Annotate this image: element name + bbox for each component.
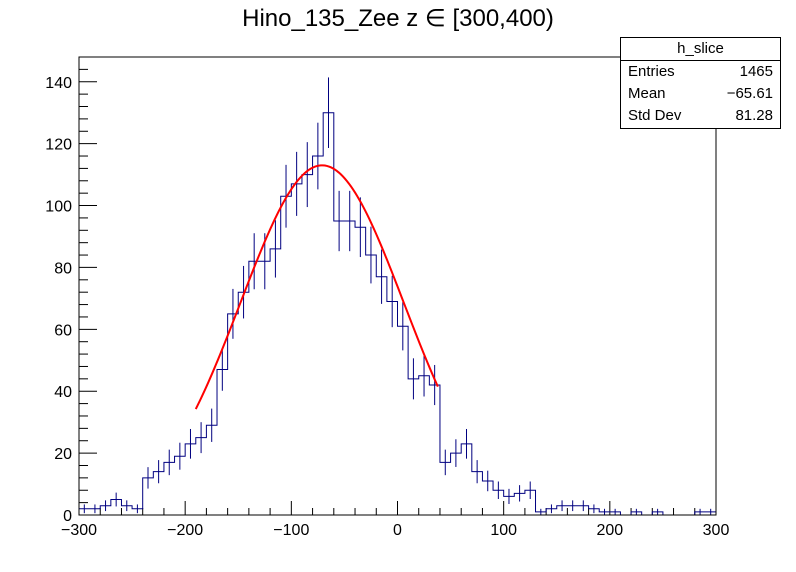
stats-stddev-label: Std Dev [628,107,682,124]
y-tick-label: 0 [63,508,72,525]
axis-ticks [78,56,717,516]
stats-entries-row: Entries 1465 [621,61,780,83]
y-tick-label: 60 [54,322,72,339]
histogram-series [79,77,716,516]
x-tick-label: 0 [393,522,402,539]
y-tick-label: 100 [45,199,72,216]
stats-box-title: h_slice [621,38,780,61]
x-tick-label: −300 [61,522,97,539]
y-tick-label: 120 [45,137,72,154]
gaussian-fit [194,164,439,410]
x-tick-label: 100 [490,522,517,539]
fit-curve [194,164,439,410]
x-tick-label: 200 [596,522,623,539]
stats-mean-row: Mean −65.61 [621,83,780,105]
stats-stddev-row: Std Dev 81.28 [621,105,780,127]
y-tick-label: 20 [54,446,72,463]
x-tick-label: 300 [703,522,730,539]
stats-mean-label: Mean [628,85,666,102]
stats-stddev-value: 81.28 [735,107,773,124]
y-tick-label: 140 [45,75,72,92]
y-tick-label: 40 [54,384,72,401]
stats-mean-value: −65.61 [726,85,773,102]
histogram-step-line [79,112,716,516]
stats-box: h_slice Entries 1465 Mean −65.61 Std Dev… [620,37,781,129]
x-tick-label: −100 [273,522,309,539]
stats-entries-label: Entries [628,63,675,80]
chart-title: Hino_135_Zee z ∈ [300,400) [242,5,554,32]
y-tick-label: 80 [54,260,72,277]
plot-frame [78,56,717,516]
x-tick-label: −200 [167,522,203,539]
stats-entries-value: 1465 [739,63,773,80]
tick-labels: −300 −200 −100 0 100 200 300 0 20 40 60 80 100 120 140 [45,75,729,539]
